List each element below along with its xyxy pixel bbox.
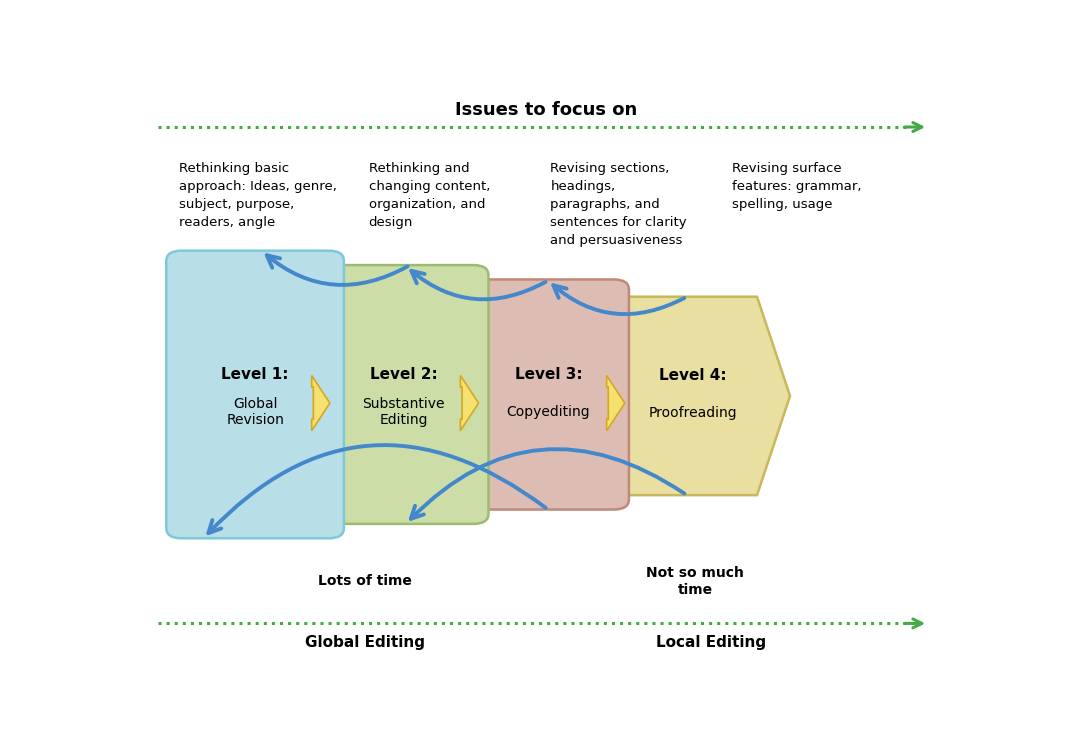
Text: Local Editing: Local Editing [657,636,766,651]
Text: Level 3:: Level 3: [515,367,582,382]
Polygon shape [311,376,329,431]
Text: Revising surface
features: grammar,
spelling, usage: Revising surface features: grammar, spel… [732,161,861,211]
Text: Proofreading: Proofreading [648,406,738,420]
Polygon shape [461,376,479,431]
Text: Copyediting: Copyediting [506,405,591,419]
Text: Level 1:: Level 1: [222,367,289,382]
FancyBboxPatch shape [166,251,344,539]
Polygon shape [612,297,790,495]
Text: Lots of time: Lots of time [318,574,411,589]
FancyBboxPatch shape [319,265,488,524]
Text: Rethinking and
changing content,
organization, and
design: Rethinking and changing content, organiz… [369,161,490,229]
Polygon shape [607,376,625,431]
Text: Global Editing: Global Editing [305,636,424,651]
FancyBboxPatch shape [468,279,629,509]
Text: Level 4:: Level 4: [659,368,727,383]
Text: Level 2:: Level 2: [370,367,438,382]
Text: Substantive
Editing: Substantive Editing [362,397,446,427]
Text: Not so much
time: Not so much time [646,566,744,597]
Text: Issues to focus on: Issues to focus on [455,101,637,119]
Text: Global
Revision: Global Revision [226,397,284,427]
Text: Rethinking basic
approach: Ideas, genre,
subject, purpose,
readers, angle: Rethinking basic approach: Ideas, genre,… [179,161,337,229]
Text: Revising sections,
headings,
paragraphs, and
sentences for clarity
and persuasiv: Revising sections, headings, paragraphs,… [550,161,688,247]
